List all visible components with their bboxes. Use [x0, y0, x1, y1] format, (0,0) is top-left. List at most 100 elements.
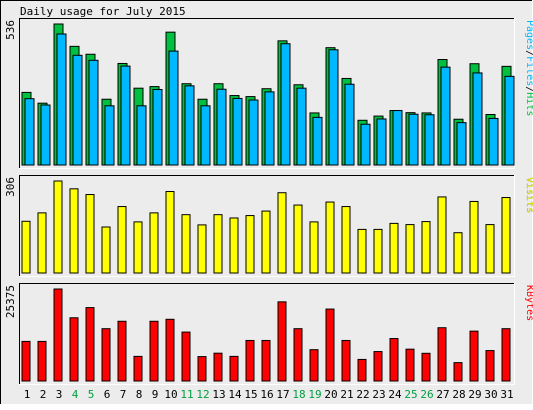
files-bar	[408, 113, 419, 166]
visits-ymax-label: 306	[4, 177, 17, 197]
day-label: 30	[484, 388, 497, 401]
kbytes-bar	[245, 339, 255, 382]
ylabel-separator: /	[524, 50, 533, 56]
kbytes-bar	[85, 307, 95, 382]
kbytes-bar	[421, 352, 431, 382]
visits-bar	[213, 214, 223, 274]
visits-bar	[341, 206, 351, 274]
day-label: 12	[196, 388, 209, 401]
kbytes-bar	[181, 331, 191, 382]
kbytes-panel: 25375 KBytes	[4, 283, 533, 385]
kbytes-bar	[453, 362, 463, 382]
files-bar	[456, 122, 467, 166]
files-bar	[88, 59, 99, 166]
kbytes-bar	[277, 301, 287, 382]
files-bar	[184, 85, 195, 166]
visits-bar	[469, 200, 479, 274]
day-label: 31	[500, 388, 513, 401]
visits-bar	[117, 206, 127, 274]
files-bar	[280, 43, 291, 166]
visits-ylabel: Visits	[524, 177, 533, 213]
kbytes-bar	[21, 340, 31, 382]
kbytes-bar	[469, 330, 479, 382]
files-bar	[424, 114, 435, 166]
ylabel-part-hits: Hits	[524, 92, 533, 116]
day-label: 23	[372, 388, 385, 401]
visits-bar	[37, 212, 47, 274]
visits-bar	[165, 191, 175, 274]
kbytes-bar	[501, 328, 511, 382]
files-bar	[216, 88, 227, 166]
kbytes-bar	[101, 328, 111, 382]
day-label: 17	[276, 388, 289, 401]
visits-bar	[101, 226, 111, 274]
day-label: 9	[152, 388, 159, 401]
kbytes-bar	[437, 327, 447, 382]
visits-bar	[85, 194, 95, 274]
ylabel-part-files: Files	[524, 56, 533, 86]
kbytes-ymax-label: 25375	[4, 285, 17, 318]
files-bar	[40, 104, 51, 166]
files-bar	[440, 66, 451, 166]
day-label: 16	[260, 388, 273, 401]
visits-bar	[133, 221, 143, 274]
kbytes-bar	[293, 328, 303, 382]
files-bar	[104, 105, 115, 166]
visits-bar	[485, 224, 495, 274]
visits-bar	[181, 214, 191, 274]
kbytes-bar	[117, 320, 127, 382]
kbytes-bar	[229, 355, 239, 382]
kbytes-bar	[197, 356, 207, 382]
day-label: 19	[308, 388, 321, 401]
day-label: 20	[324, 388, 337, 401]
visits-bar	[293, 204, 303, 274]
visits-bar	[69, 188, 79, 274]
visits-bar	[405, 224, 415, 274]
day-label: 10	[164, 388, 177, 401]
visits-bar	[229, 217, 239, 274]
files-bar	[120, 65, 131, 166]
kbytes-bar	[261, 339, 271, 382]
files-bar	[344, 83, 355, 166]
day-label: 8	[136, 388, 143, 401]
kbytes-bar	[485, 350, 495, 382]
ylabel-part-pages: Pages	[524, 20, 533, 50]
kbytes-bar	[309, 349, 319, 382]
files-bar	[376, 118, 387, 166]
kbytes-bar	[405, 348, 415, 382]
day-label: 6	[104, 388, 111, 401]
visits-bar	[437, 196, 447, 274]
files-bar	[360, 123, 371, 166]
ylabel-separator: /	[524, 86, 533, 92]
day-label: 22	[356, 388, 369, 401]
files-bar	[264, 91, 275, 166]
day-label: 18	[292, 388, 305, 401]
kbytes-bar	[373, 351, 383, 382]
visits-bar	[373, 228, 383, 274]
day-label: 13	[212, 388, 225, 401]
day-label: 3	[56, 388, 63, 401]
kbytes-bar	[389, 338, 399, 382]
day-label: 5	[88, 388, 95, 401]
files-bar	[200, 105, 211, 166]
day-label: 14	[228, 388, 242, 401]
visits-bar	[277, 192, 287, 274]
day-label: 2	[40, 388, 47, 401]
visits-bar	[501, 197, 511, 274]
visits-bar	[357, 228, 367, 274]
files-bar	[488, 117, 499, 166]
files-bar	[136, 105, 147, 166]
kbytes-bar	[53, 288, 63, 382]
kbytes-bar	[149, 320, 159, 382]
files-bar	[392, 110, 403, 166]
visits-bar	[245, 215, 255, 274]
files-bar	[24, 98, 35, 166]
hits-files-pages-ymax-label: 536	[4, 20, 17, 40]
visits-bar	[325, 201, 335, 274]
files-bar	[248, 99, 259, 166]
day-label: 27	[436, 388, 449, 401]
visits-bar	[261, 210, 271, 274]
visits-bar	[197, 224, 207, 274]
files-bar	[504, 75, 515, 166]
